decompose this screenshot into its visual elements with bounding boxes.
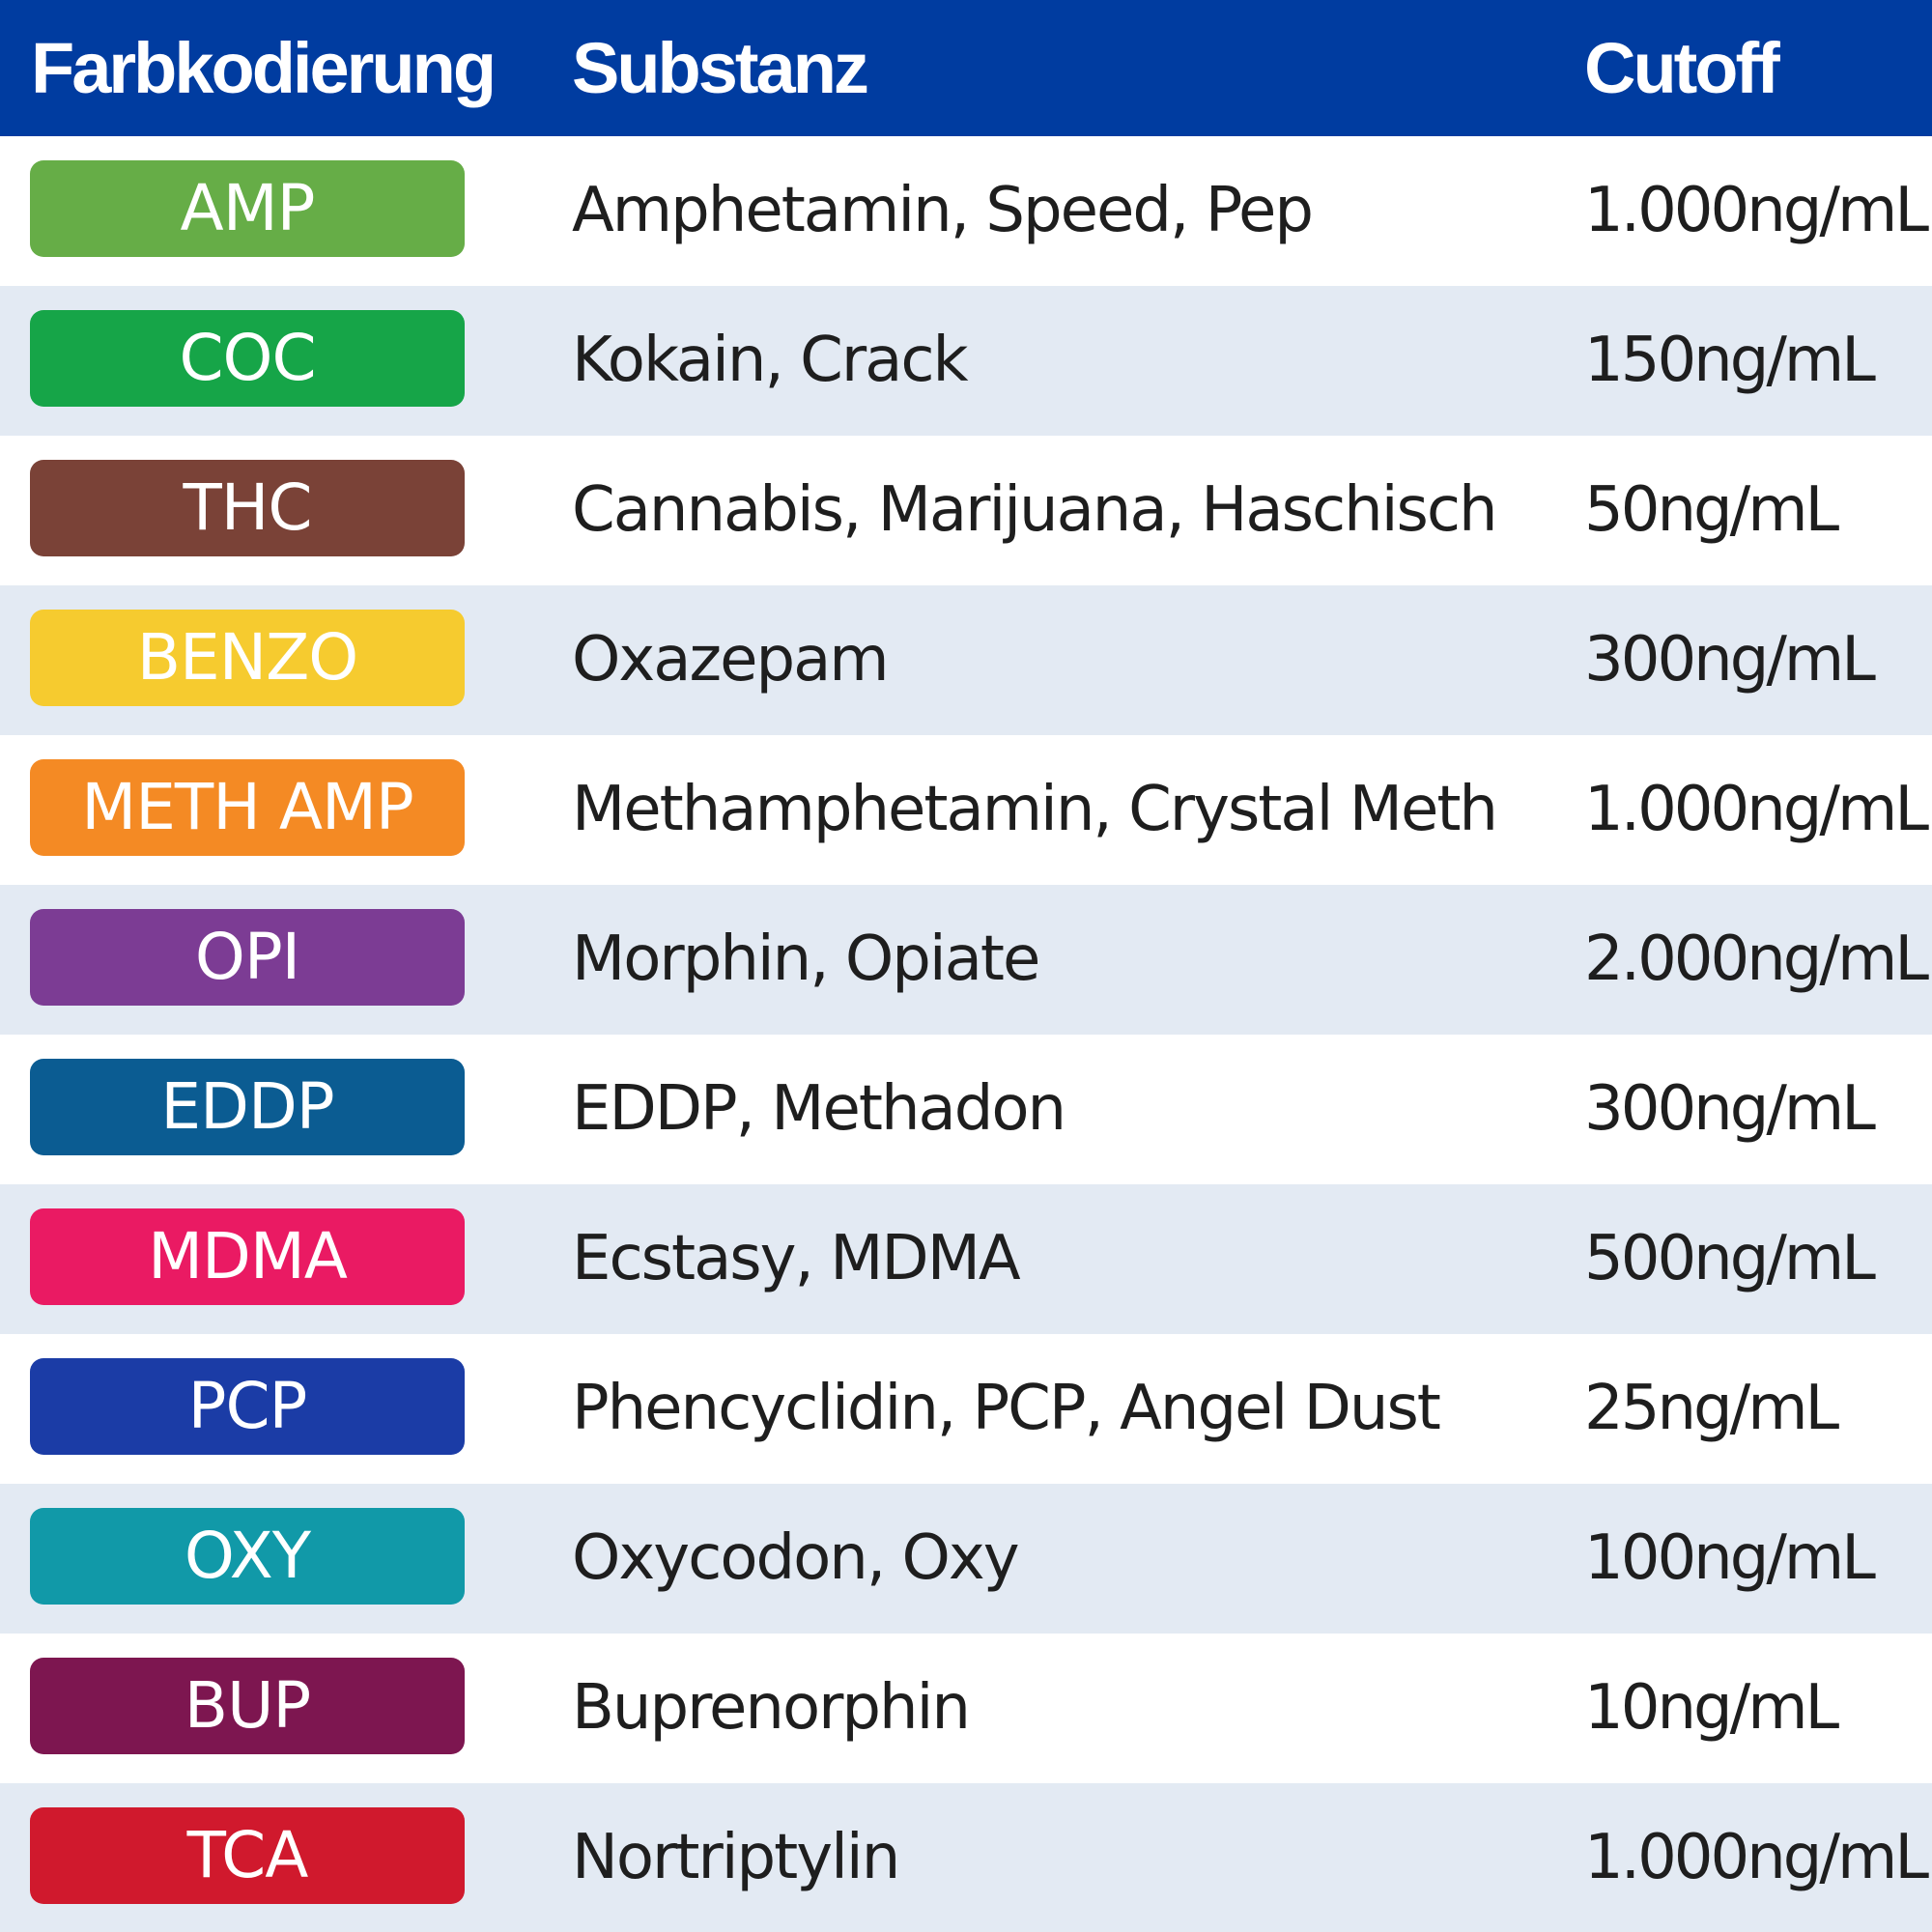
cutoff-cell: 50ng/mL [1584, 474, 1839, 546]
table-row: OPI Morphin, Opiate 2.000ng/mL [0, 885, 1932, 1035]
table-row: COC Kokain, Crack 150ng/mL [0, 286, 1932, 436]
substance-cell: Amphetamin, Speed, Pep [572, 175, 1314, 246]
color-code-badge: OPI [30, 909, 465, 1006]
substance-cell: Oxazepam [572, 624, 890, 696]
cutoff-cell: 100ng/mL [1584, 1522, 1876, 1594]
cutoff-cell: 10ng/mL [1584, 1672, 1839, 1744]
substance-cell: Ecstasy, MDMA [572, 1223, 1021, 1294]
table-row: THC Cannabis, Marijuana, Haschisch 50ng/mL [0, 436, 1932, 585]
header-color-coding: Farbkodierung [31, 28, 497, 108]
header-substance: Substanz [572, 28, 869, 108]
cutoff-cell: 300ng/mL [1584, 1073, 1876, 1145]
substance-cell: Nortriptylin [572, 1822, 900, 1893]
substance-cell: Methamphetamin, Crystal Meth [572, 774, 1498, 845]
table-row: PCP Phencyclidin, PCP, Angel Dust 25ng/mL [0, 1334, 1932, 1484]
color-code-badge: AMP [30, 160, 465, 257]
table-row: TCA Nortriptylin 1.000ng/mL [0, 1783, 1932, 1932]
cutoff-cell: 1.000ng/mL [1584, 175, 1929, 246]
color-code-badge: OXY [30, 1508, 465, 1605]
cutoff-cell: 150ng/mL [1584, 325, 1876, 396]
cutoff-cell: 300ng/mL [1584, 624, 1876, 696]
color-code-badge: BENZO [30, 610, 465, 706]
color-code-badge: EDDP [30, 1059, 465, 1155]
substance-cell: Phencyclidin, PCP, Angel Dust [572, 1373, 1441, 1444]
table-row: OXY Oxycodon, Oxy 100ng/mL [0, 1484, 1932, 1634]
color-code-badge: MDMA [30, 1208, 465, 1305]
table-row: BENZO Oxazepam 300ng/mL [0, 585, 1932, 735]
substance-cell: Kokain, Crack [572, 325, 969, 396]
header-cutoff: Cutoff [1584, 28, 1780, 108]
table-header: Farbkodierung Substanz Cutoff [0, 0, 1932, 136]
cutoff-cell: 25ng/mL [1584, 1373, 1839, 1444]
substance-cell: Buprenorphin [572, 1672, 971, 1744]
table-row: MDMA Ecstasy, MDMA 500ng/mL [0, 1184, 1932, 1334]
table-row: BUP Buprenorphin 10ng/mL [0, 1634, 1932, 1783]
substance-cell: Morphin, Opiate [572, 923, 1040, 995]
table-row: EDDP EDDP, Methadon 300ng/mL [0, 1035, 1932, 1184]
substance-cell: Oxycodon, Oxy [572, 1522, 1020, 1594]
cutoff-cell: 1.000ng/mL [1584, 1822, 1929, 1893]
table-row: AMP Amphetamin, Speed, Pep 1.000ng/mL [0, 136, 1932, 286]
color-code-badge: BUP [30, 1658, 465, 1754]
color-code-badge: METH AMP [30, 759, 465, 856]
cutoff-cell: 2.000ng/mL [1584, 923, 1929, 995]
table-row: METH AMP Methamphetamin, Crystal Meth 1.00… [0, 735, 1932, 885]
substance-cell: Cannabis, Marijuana, Haschisch [572, 474, 1498, 546]
cutoff-cell: 1.000ng/mL [1584, 774, 1929, 845]
cutoff-cell: 500ng/mL [1584, 1223, 1876, 1294]
color-code-badge: COC [30, 310, 465, 407]
color-code-badge: THC [30, 460, 465, 556]
substance-cell: EDDP, Methadon [572, 1073, 1066, 1145]
color-code-badge: PCP [30, 1358, 465, 1455]
color-code-badge: TCA [30, 1807, 465, 1904]
